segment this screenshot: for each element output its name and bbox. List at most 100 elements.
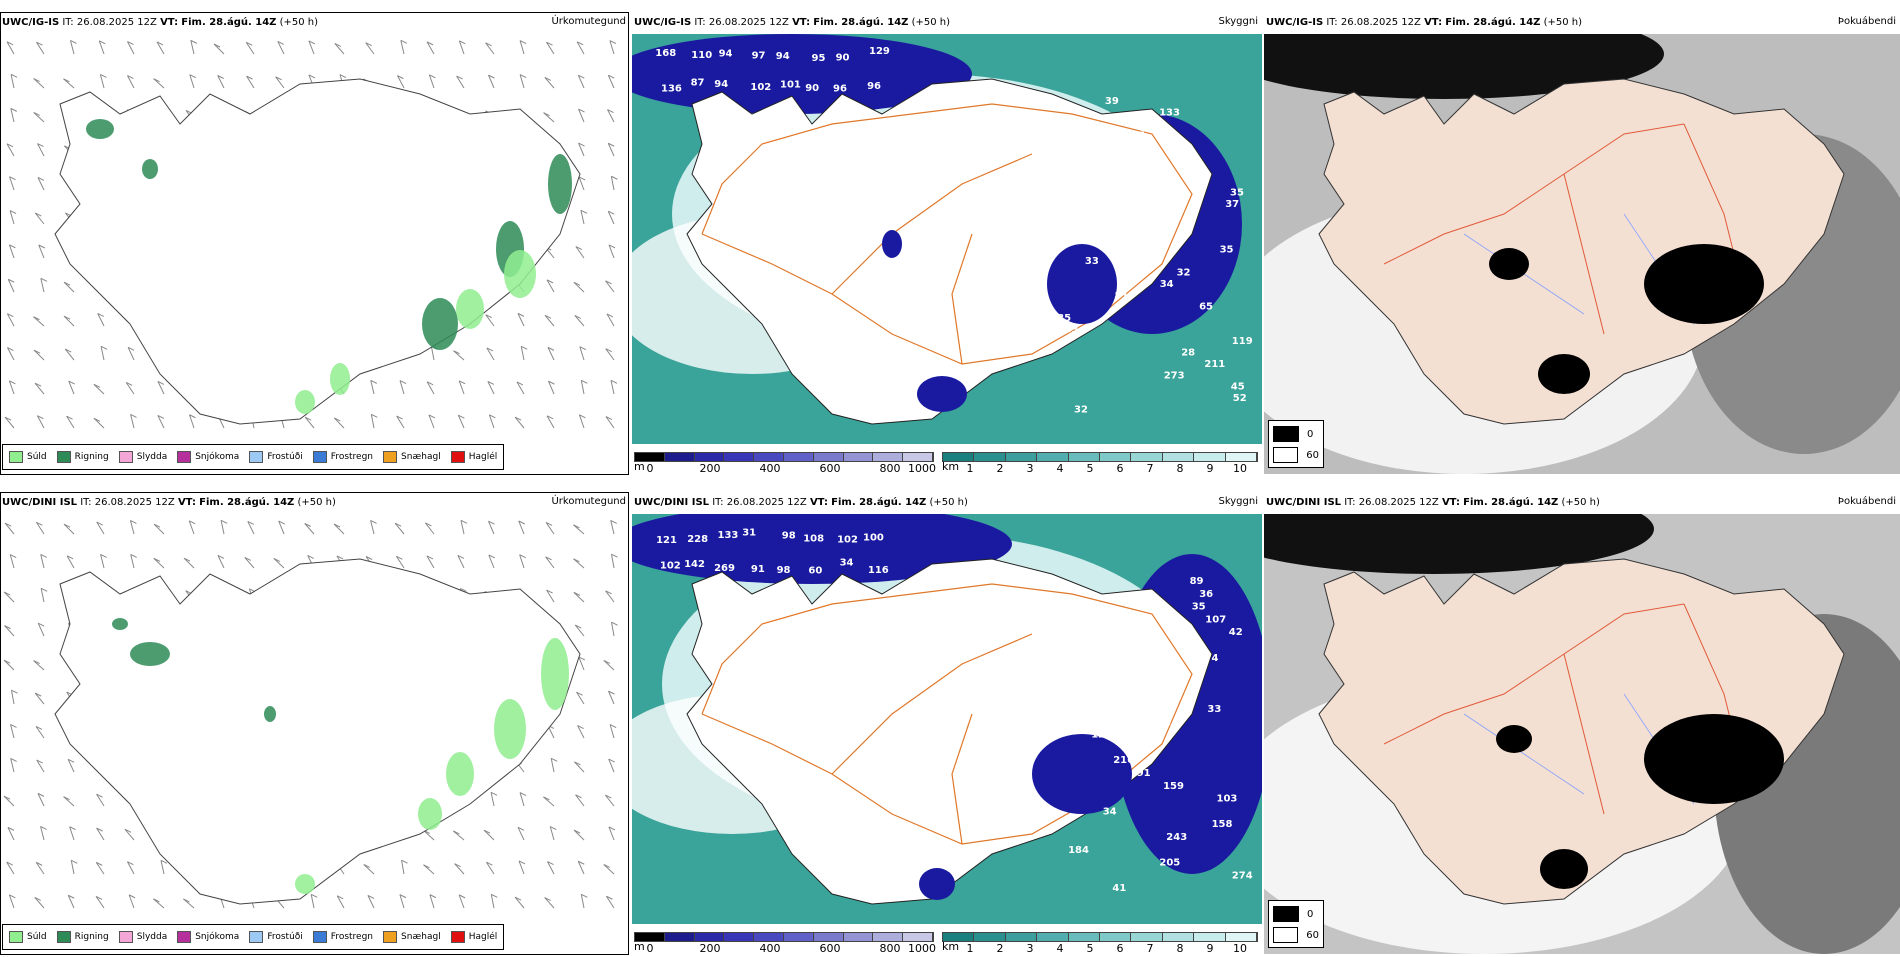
fog-map[interactable]: [1264, 514, 1900, 954]
cloud-panel-2: UWC/DINI ISL IT: 26.08.2025 12Z VT: Fim.…: [632, 492, 1262, 957]
precip-legend: Súld Rigning Slydda Snjókoma Frostúði Fr…: [2, 444, 505, 470]
cloud-base-value: 65: [1112, 142, 1126, 153]
cloud-base-value: 37: [1225, 199, 1239, 210]
cloud-map[interactable]: 121 228 133 31 98 108 102 100 102 142 269 91 98 60 34 1…: [632, 514, 1262, 954]
cloud-base-value: 159: [1163, 781, 1184, 792]
cloud-base-value: 35: [1087, 222, 1101, 233]
cloud-base-value: 91: [1137, 768, 1151, 779]
cloud-base-value: 58: [1142, 666, 1156, 677]
cloud-base-value: 133: [718, 530, 739, 541]
cloud-base-value: 74: [1205, 653, 1219, 664]
cloud-base-value: 102: [660, 561, 681, 572]
cloud-base-value: 42: [1229, 627, 1243, 638]
cloud-base-value: 45: [1231, 382, 1245, 393]
roads: [701, 583, 1193, 845]
precip-rain: [112, 618, 276, 722]
ceiling-colorbar: m 0 200 400 600 800 1000: [634, 932, 936, 955]
panel-title: UWC/IG-IS IT: 26.08.2025 12Z VT: Fim. 28…: [2, 17, 319, 28]
cloud-base-value: 33: [1207, 704, 1221, 715]
cloud-base-value: 87: [691, 78, 705, 89]
cloud-panel-1: UWC/IG-IS IT: 26.08.2025 12Z VT: Fim. 28…: [632, 12, 1262, 477]
panel-title: UWC/IG-IS IT: 26.08.2025 12Z VT: Fim. 28…: [1266, 17, 1583, 28]
precip-map[interactable]: [0, 34, 630, 474]
cloud-base-value: 90: [836, 52, 850, 63]
cloud-base-value: 103: [1217, 794, 1238, 805]
cloud-base-value: 101: [780, 80, 801, 91]
cloud-base-value: 94: [719, 49, 733, 60]
cloud-base-value: 110: [691, 50, 712, 61]
cloud-base-value: 100: [863, 532, 884, 543]
cloud-base-value: 98: [782, 531, 796, 542]
cloud-base-value: 102: [837, 535, 858, 546]
cloud-base-value: 96: [867, 81, 881, 92]
cloud-base-value: 35: [1057, 313, 1071, 324]
cloud-base-value: 60: [808, 566, 822, 577]
cloud-base-value: 44: [1057, 119, 1071, 130]
cloud-base-value: 107: [1205, 614, 1226, 625]
cloud-base-value: 94: [776, 51, 790, 62]
cloud-base-value: 33: [1085, 256, 1099, 267]
panel-title: UWC/IG-IS IT: 26.08.2025 12Z VT: Fim. 28…: [634, 17, 951, 28]
cloud-base-value: 39: [1105, 96, 1119, 107]
cloud-base-value: 128: [1091, 730, 1112, 741]
iceland-outline: [1318, 78, 1845, 425]
cloud-base-value: 91: [751, 564, 765, 575]
cloud-base-value: 167: [1125, 742, 1146, 753]
precip-legend: Súld Rigning Slydda Snjókoma Frostúði Fr…: [2, 924, 505, 950]
cloud-base-value: 65: [1199, 302, 1213, 313]
cloud-base-value: 90: [805, 83, 819, 94]
cloud-base-value: 36: [1199, 589, 1213, 600]
fog-tag: Þokuábendi: [1837, 496, 1896, 507]
cloud-base-value: 97: [1138, 165, 1152, 176]
cloud-base-value: 133: [1159, 107, 1180, 118]
roads: [701, 103, 1193, 365]
cloud-base-value: 116: [868, 565, 889, 576]
cloud-base-value: 168: [655, 48, 676, 59]
cloud-base-value: 96: [833, 83, 847, 94]
precip-tag: Úrkomutegund: [551, 16, 626, 27]
precip-drizzle: [295, 638, 569, 894]
cloud-base-value: 35: [1220, 245, 1234, 256]
panel-title: UWC/DINI ISL IT: 26.08.2025 12Z VT: Fim.…: [2, 497, 336, 508]
fog-legend: 0 60: [1268, 420, 1324, 468]
iceland-outline: [1318, 558, 1845, 905]
cloud-base-value: 38: [1079, 678, 1093, 689]
panel-title: UWC/DINI ISL IT: 26.08.2025 12Z VT: Fim.…: [634, 497, 968, 508]
fog-legend: 0 60: [1268, 900, 1324, 948]
cloud-base-value: 184: [1068, 845, 1089, 856]
cloud-base-value: 269: [714, 563, 735, 574]
cloud-base-value: 102: [750, 82, 771, 93]
cloud-base-value: 273: [1164, 370, 1185, 381]
fog-panel-2: UWC/DINI ISL IT: 26.08.2025 12Z VT: Fim.…: [1264, 492, 1900, 957]
panel-title: UWC/DINI ISL IT: 26.08.2025 12Z VT: Fim.…: [1266, 497, 1600, 508]
cloud-base-value: 35: [1230, 187, 1244, 198]
fog-map[interactable]: [1264, 34, 1900, 474]
cloud-base-value: 119: [1232, 336, 1253, 347]
cloud-base-value: 142: [684, 559, 705, 570]
cloud-base-value: 108: [803, 534, 824, 545]
cloud-base-value: 94: [714, 79, 728, 90]
cloud-base-value: 228: [687, 534, 708, 545]
visibility-colorbar: km 1 2 3 4 5 6 7 8 9 10: [942, 452, 1258, 475]
cloud-base-value: 81: [1115, 290, 1129, 301]
cloud-map[interactable]: 168 110 94 97 94 95 90 129 136 87 94 102 101 90 96 96 39…: [632, 34, 1262, 474]
cloud-base-value: 32: [1074, 405, 1088, 416]
iceland-outline: [686, 558, 1213, 905]
cloud-base-value: 34: [1160, 279, 1174, 290]
cloud-base-value: 52: [1233, 393, 1247, 404]
cloud-base-value: 243: [1166, 832, 1187, 843]
cloud-base-value: 35: [1158, 210, 1172, 221]
cloud-base-value: 35: [1085, 233, 1099, 244]
cloud-tag: Skyggni: [1218, 16, 1258, 27]
fog-panel-1: UWC/IG-IS IT: 26.08.2025 12Z VT: Fim. 28…: [1264, 12, 1900, 477]
cloud-base-value: 39: [1181, 640, 1195, 651]
cloud-base-value: 32: [1085, 176, 1099, 187]
precip-map[interactable]: [0, 514, 630, 954]
visibility-colorbar: km 1 2 3 4 5 6 7 8 9 10: [942, 932, 1258, 955]
cloud-base-value: 33: [1065, 325, 1079, 336]
cloud-base-value: 216: [1113, 755, 1134, 766]
cloud-base-value: 158: [1212, 819, 1233, 830]
precip-panel-2: UWC/DINI ISL IT: 26.08.2025 12Z VT: Fim.…: [0, 492, 630, 957]
cloud-tag: Skyggni: [1218, 496, 1258, 507]
cloud-base-value: 89: [1190, 576, 1204, 587]
